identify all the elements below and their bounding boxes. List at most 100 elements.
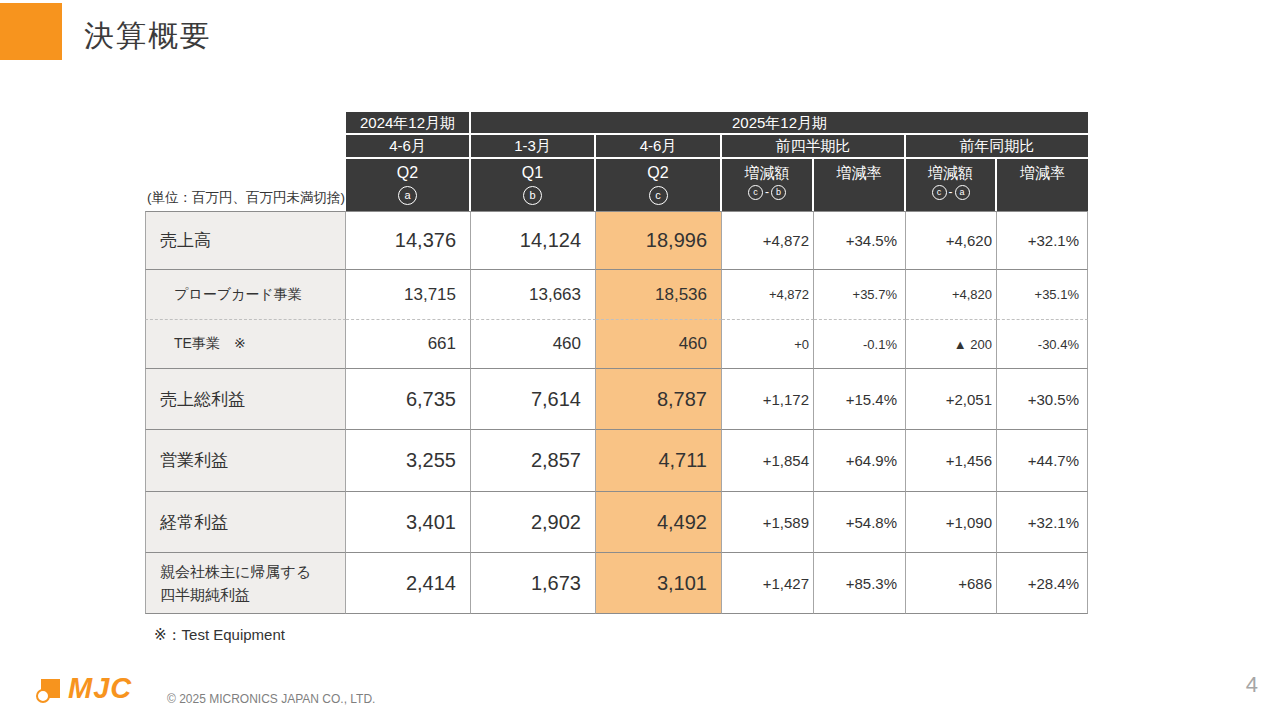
cell-diff-rate: +32.1% [997,492,1088,553]
cell-diff-rate: +54.8% [814,492,906,553]
cell-diff-rate: +34.5% [814,211,906,270]
cell-diff-amount: +1,456 [906,430,997,492]
circled-c-icon: c [748,185,763,200]
diff-rate-label: 増減率 [837,164,882,181]
formula-c-minus-b: c - b [748,185,786,200]
formula-c-minus-a: c - a [932,185,970,200]
cell-value-highlight: 8,787 [596,369,722,430]
cell-diff-rate: +85.3% [814,553,906,614]
row-label-net-sales: 売上高 [145,211,346,270]
mjc-logo-icon [36,677,60,703]
cell-diff-amount: ▲ 200 [906,320,997,369]
header-diff-amount-year: 増減額 c - a [906,159,997,211]
cell-value: 3,401 [346,492,471,553]
header-comp-prev-quarter: 前四半期比 [722,135,906,159]
cell-value: 7,614 [471,369,596,430]
cell-diff-rate: +30.5% [997,369,1088,430]
cell-diff-amount: +0 [722,320,814,369]
diff-amount-label: 増減額 [928,164,973,181]
slide: 決算概要 (単位：百万円、百万円未満切捨) 2024年12月期 2025年12月… [0,0,1280,720]
cell-diff-rate: +28.4% [997,553,1088,614]
cell-diff-amount: +1,090 [906,492,997,553]
cell-diff-amount: +4,620 [906,211,997,270]
circled-a-icon: a [398,186,417,205]
cell-diff-amount: +2,051 [906,369,997,430]
header-col-b-label: Q1 [522,164,543,182]
header-col-a-label: Q2 [397,164,418,182]
financial-results-table: 2024年12月期 2025年12月期 4-6月 1-3月 4-6月 前四半期比… [145,112,1088,614]
cell-value: 460 [471,320,596,369]
row-label-quarterly-net-profit: 親会社株主に帰属する 四半期純利益 [145,553,346,614]
page-number: 4 [1246,672,1258,698]
header-blank [145,159,346,211]
circled-b-icon: b [523,186,542,205]
cell-value: 14,376 [346,211,471,270]
cell-value-highlight: 4,492 [596,492,722,553]
minus-sign: - [949,186,953,200]
cell-diff-rate: +44.7% [997,430,1088,492]
header-blank-corner [145,112,346,135]
header-period-2024: 2024年12月期 [346,112,471,135]
row-label-te-business: TE事業 ※ [145,320,346,369]
cell-diff-amount: +1,427 [722,553,814,614]
header-quarter-2024-q2: 4-6月 [346,135,471,159]
header-col-c-label: Q2 [647,164,668,182]
company-logo: MJC [36,674,132,703]
header-col-c: Q2 c [596,159,722,211]
cell-diff-amount: +1,172 [722,369,814,430]
header-blank [145,135,346,159]
circled-c-icon: c [649,186,668,205]
footnote-test-equipment: ※：Test Equipment [154,626,285,645]
logo-text: MJC [68,674,132,703]
cell-diff-rate: +35.7% [814,270,906,320]
header-period-2025: 2025年12月期 [471,112,1088,135]
header-col-a: Q2 a [346,159,471,211]
row-label-ordinary-profit: 経常利益 [145,492,346,553]
minus-sign: - [765,186,769,200]
circled-c-icon: c [932,185,947,200]
cell-diff-rate: +35.1% [997,270,1088,320]
diff-amount-label: 増減額 [745,164,790,181]
header-diff-rate-prev: 増減率 [814,159,906,211]
cell-diff-amount: +4,872 [722,270,814,320]
row-label-operating-profit: 営業利益 [145,430,346,492]
header-col-b: Q1 b [471,159,596,211]
cell-value: 6,735 [346,369,471,430]
cell-value: 13,663 [471,270,596,320]
page-title: 決算概要 [84,16,212,57]
cell-value-highlight: 18,996 [596,211,722,270]
cell-value: 2,414 [346,553,471,614]
copyright-text: © 2025 MICRONICS JAPAN CO., LTD. [167,692,375,706]
header-diff-rate-year: 増減率 [997,159,1088,211]
header-diff-amount-prev: 増減額 c - b [722,159,814,211]
cell-diff-amount: +4,872 [722,211,814,270]
header-quarter-2025-q1: 1-3月 [471,135,596,159]
circled-b-icon: b [771,185,786,200]
cell-value: 3,255 [346,430,471,492]
cell-value-highlight: 18,536 [596,270,722,320]
header-quarter-2025-q2: 4-6月 [596,135,722,159]
diff-rate-label: 増減率 [1020,164,1065,181]
cell-diff-rate: -0.1% [814,320,906,369]
cell-value: 13,715 [346,270,471,320]
cell-diff-amount: +686 [906,553,997,614]
cell-diff-amount: +4,820 [906,270,997,320]
cell-diff-rate: +32.1% [997,211,1088,270]
cell-value-highlight: 3,101 [596,553,722,614]
cell-diff-rate: +15.4% [814,369,906,430]
title-accent-square [0,3,62,60]
cell-value: 2,902 [471,492,596,553]
cell-value: 661 [346,320,471,369]
logo-circle-shape [36,689,50,703]
cell-value: 2,857 [471,430,596,492]
cell-diff-amount: +1,589 [722,492,814,553]
cell-diff-amount: +1,854 [722,430,814,492]
row-label-probe-card: プローブカード事業 [145,270,346,320]
cell-value: 14,124 [471,211,596,270]
cell-diff-rate: +64.9% [814,430,906,492]
cell-value-highlight: 4,711 [596,430,722,492]
circled-a-icon: a [955,185,970,200]
cell-value-highlight: 460 [596,320,722,369]
row-label-gross-profit: 売上総利益 [145,369,346,430]
cell-value: 1,673 [471,553,596,614]
